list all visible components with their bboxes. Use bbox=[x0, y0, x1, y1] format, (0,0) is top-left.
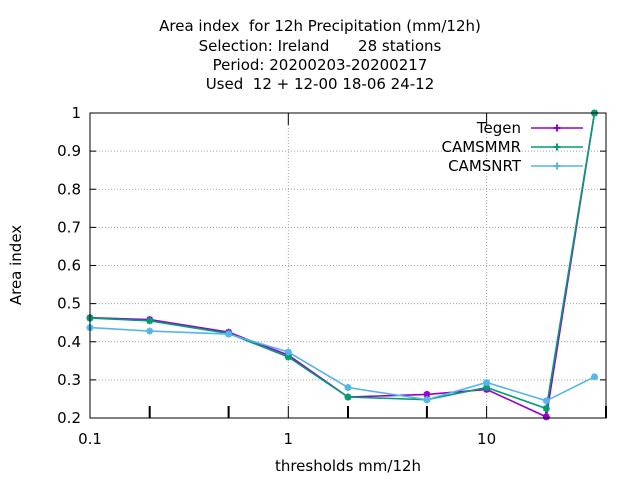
ticks-layer: 0.2 0.3 0.4 0.5 0.6 0.7 0.8 0.9 1 0.1 1 10 bbox=[57, 104, 607, 448]
data-point-stroke bbox=[344, 384, 352, 391]
x-axis-label: thresholds mm/12h bbox=[275, 457, 421, 475]
data-point-stroke bbox=[146, 327, 153, 335]
data-point-stroke bbox=[543, 413, 550, 421]
y-tick-label: 0.5 bbox=[57, 295, 81, 313]
data-point bbox=[344, 393, 352, 401]
data-point bbox=[542, 404, 550, 412]
x-tick-label: 1 bbox=[284, 430, 294, 448]
y-tick-label: 0.8 bbox=[57, 180, 81, 198]
series-line bbox=[89, 326, 595, 402]
legend-label: CAMSMMR bbox=[441, 138, 521, 156]
data-point bbox=[146, 327, 154, 335]
data-point-stroke bbox=[483, 379, 490, 386]
y-axis-label: Area index bbox=[7, 225, 25, 305]
data-point-stroke bbox=[285, 348, 292, 356]
data-point-stroke bbox=[423, 396, 431, 403]
data-point-stroke bbox=[423, 391, 431, 398]
data-point-stroke bbox=[543, 397, 550, 405]
y-tick-label: 0.4 bbox=[57, 333, 81, 351]
data-point bbox=[542, 397, 550, 405]
grid-layer bbox=[90, 113, 606, 418]
series-layer bbox=[86, 109, 598, 421]
chart-title-line-1: Area index for 12h Precipitation (mm/12h… bbox=[159, 17, 481, 35]
legend-label: CAMSNRT bbox=[448, 157, 522, 175]
legend-label: Tegen bbox=[476, 119, 521, 137]
y-tick-label: 0.6 bbox=[57, 257, 81, 275]
y-tick-label: 0.2 bbox=[57, 409, 81, 427]
data-point-stroke bbox=[225, 330, 232, 338]
data-point bbox=[423, 396, 431, 404]
y-tick-label: 0.9 bbox=[57, 142, 81, 160]
y-tick-label: 1 bbox=[71, 104, 81, 122]
chart-title-line-3: Period: 20200203-20200217 bbox=[212, 56, 428, 74]
data-point-stroke bbox=[483, 384, 490, 391]
data-point bbox=[483, 379, 491, 387]
data-point bbox=[284, 348, 292, 356]
y-tick-label: 0.3 bbox=[57, 371, 81, 389]
data-point-stroke bbox=[146, 317, 153, 324]
data-point bbox=[542, 413, 550, 421]
x-tick-label: 0.1 bbox=[78, 430, 102, 448]
data-point-stroke bbox=[285, 353, 292, 361]
data-point bbox=[146, 317, 154, 325]
data-point-stroke bbox=[344, 393, 352, 401]
data-point bbox=[344, 384, 352, 391]
data-point-stroke bbox=[591, 373, 598, 381]
x-tick-label: 10 bbox=[477, 430, 496, 448]
chart-title-line-4: Used 12 + 12-00 18-06 24-12 bbox=[205, 75, 435, 93]
data-point-stroke bbox=[543, 405, 550, 412]
data-point bbox=[590, 373, 598, 381]
data-point bbox=[225, 330, 233, 338]
chart-title-line-2: Selection: Ireland 28 stations bbox=[198, 37, 442, 55]
plot-frame bbox=[89, 112, 607, 419]
data-point bbox=[483, 384, 491, 391]
y-tick-label: 0.7 bbox=[57, 218, 81, 236]
